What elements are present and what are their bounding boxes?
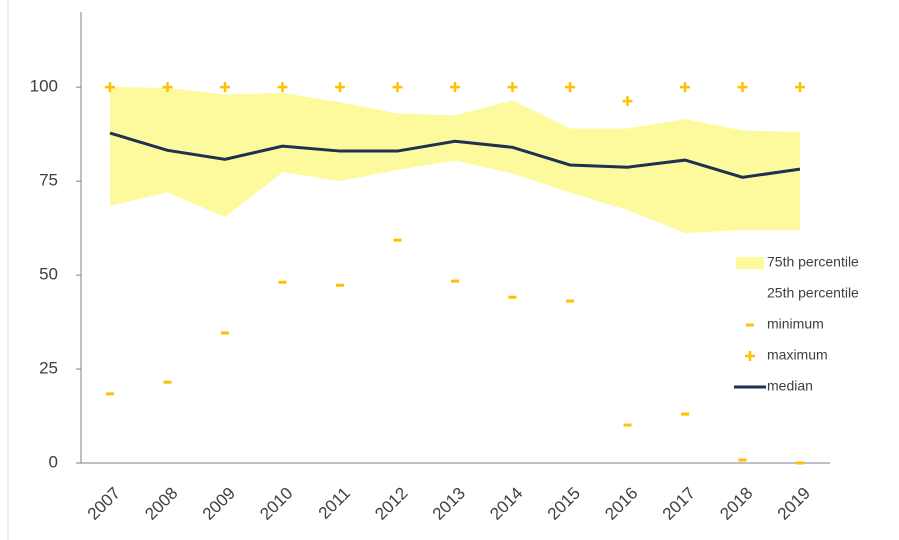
legend-label: minimum: [767, 316, 824, 332]
max-marker: [277, 82, 288, 93]
legend-label: maximum: [767, 347, 828, 363]
y-tick-label: 100: [30, 77, 58, 96]
legend-swatch: [736, 257, 764, 269]
min-marker: [508, 295, 517, 299]
min-marker: [738, 458, 747, 462]
x-tick-label: 2015: [544, 484, 584, 524]
min-marker: [221, 331, 229, 335]
median-line: [109, 131, 801, 179]
min-marker: [163, 380, 172, 384]
max-marker: [392, 82, 403, 93]
max-marker: [105, 82, 115, 93]
min-marker: [106, 392, 114, 396]
y-tick-label: 50: [39, 265, 58, 284]
max-marker: [565, 82, 575, 93]
x-tick-label: 2009: [199, 484, 239, 524]
legend-label: 75th percentile: [767, 254, 859, 270]
y-tick-label: 25: [39, 359, 58, 378]
max-marker: [737, 82, 748, 93]
y-tick-label: 0: [49, 452, 58, 471]
legend-swatch: [736, 288, 764, 300]
x-tick-label: 2012: [371, 484, 411, 524]
max-marker: [335, 82, 345, 93]
x-tick-label: 2016: [601, 484, 641, 524]
max-marker: [680, 82, 690, 93]
min-marker: [393, 238, 402, 242]
min-marker: [796, 461, 804, 465]
x-tick-label: 2019: [774, 484, 814, 524]
legend-swatch: [745, 351, 755, 361]
max-marker: [795, 82, 805, 93]
max-marker: [507, 82, 518, 93]
min-marker: [681, 412, 689, 416]
x-tick-label: 2013: [429, 484, 469, 524]
min-marker: [336, 283, 344, 287]
max-marker: [220, 82, 230, 93]
min-marker: [278, 280, 287, 284]
min-marker: [623, 423, 632, 427]
legend-swatch: [746, 323, 754, 327]
max-marker: [162, 82, 173, 93]
y-tick-label: 75: [39, 171, 58, 190]
legend-label: median: [767, 378, 813, 394]
min-marker: [566, 299, 574, 303]
min-marker: [451, 279, 459, 283]
x-tick-label: 2017: [659, 484, 699, 524]
x-tick-label: 2010: [256, 484, 296, 524]
area: [110, 160, 800, 463]
x-tick-label: 2007: [84, 484, 124, 524]
max-marker: [622, 96, 633, 107]
legend-label: 25th percentile: [767, 285, 859, 301]
max-marker: [450, 82, 460, 93]
x-tick-label: 2011: [315, 484, 354, 523]
x-tick-label: 2018: [716, 484, 756, 524]
x-tick-label: 2008: [141, 484, 181, 524]
x-tick-label: 2014: [486, 484, 526, 524]
